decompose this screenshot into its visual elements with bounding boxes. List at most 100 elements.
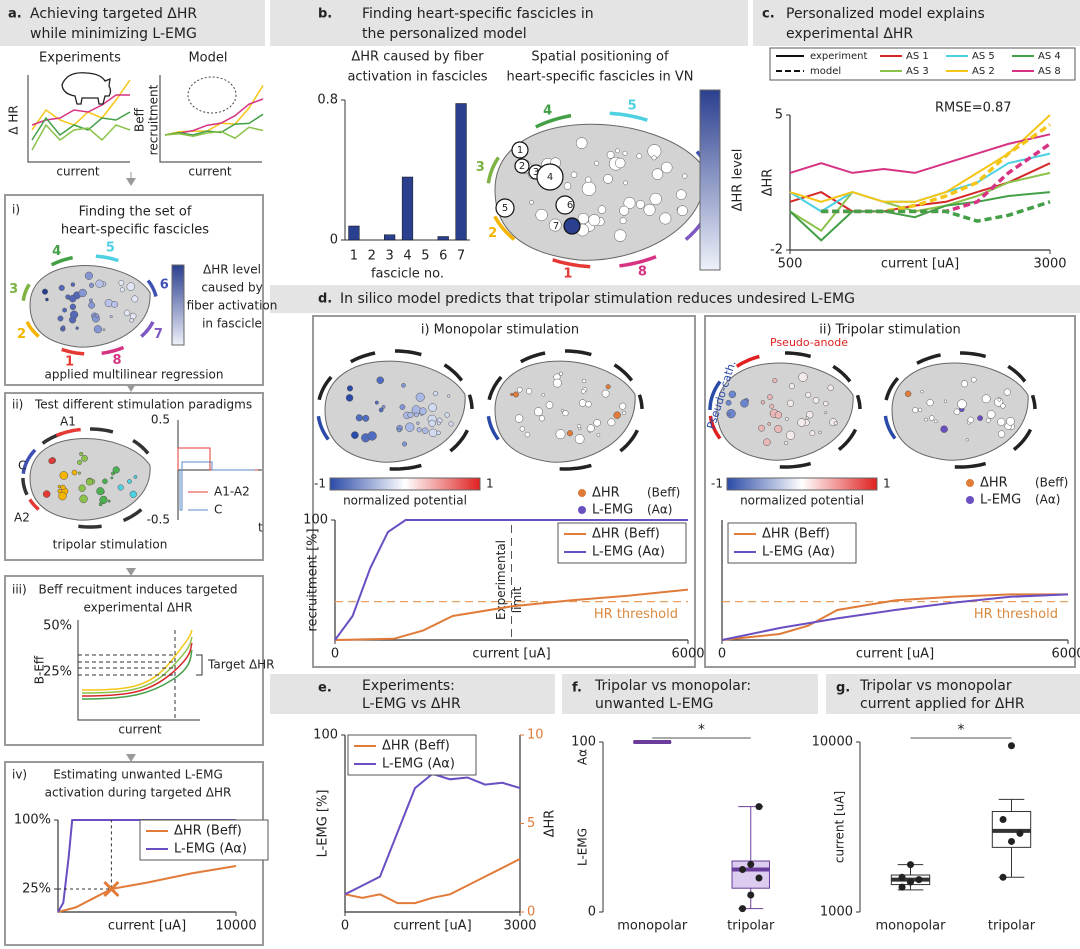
label: Experimental (494, 540, 508, 620)
fascicle (726, 408, 736, 419)
electrode (837, 428, 858, 451)
electrode (350, 351, 376, 364)
label: 4 (543, 104, 552, 119)
fascicle (75, 326, 79, 330)
fascicle (524, 431, 531, 438)
fascicle (119, 287, 125, 293)
panel-title: Personalized model explains (786, 6, 985, 22)
fascicle (677, 205, 688, 217)
electrode (855, 394, 862, 410)
fascicle (57, 315, 64, 322)
panel-title: Achieving targeted ΔHR (30, 6, 197, 22)
fascicle (606, 151, 615, 159)
fascicle (614, 229, 627, 242)
fascicle (774, 424, 783, 433)
fascicle (78, 484, 86, 492)
model-icon (187, 76, 237, 114)
pulse-a1a2 (177, 447, 258, 471)
fascicle (912, 407, 919, 414)
point (747, 891, 755, 899)
label: Δ HR (7, 105, 21, 134)
y-tick-label: 100 (313, 728, 338, 743)
label: ii) (12, 398, 23, 412)
fascicle (660, 161, 673, 174)
legend-label: AS 1 (906, 51, 929, 62)
label: Spatial positioning of (531, 50, 669, 65)
electrode (316, 415, 330, 441)
label: L-EMG (592, 503, 633, 518)
label: 4 (52, 244, 61, 259)
fascicle (107, 499, 111, 503)
point (999, 816, 1007, 824)
label: 3 (9, 282, 18, 297)
label: i) (12, 203, 20, 217)
fascicle (971, 377, 977, 383)
fascicle (986, 410, 996, 419)
y-tick-label: -2 (770, 243, 783, 258)
electrode (883, 415, 897, 440)
label: 25% (43, 665, 72, 680)
fascicle (79, 451, 84, 457)
electrode (708, 415, 722, 440)
label: * (698, 722, 705, 738)
label: 5 (106, 241, 115, 256)
label: current (188, 165, 232, 179)
fascicle (401, 441, 408, 447)
y-tick-label: 1000 (820, 905, 853, 920)
fascicle-numbered (563, 217, 581, 235)
fascicle (574, 434, 585, 444)
fascicle (586, 424, 595, 433)
fascicle (345, 394, 354, 402)
fascicle (985, 418, 991, 423)
label: -0.5 (147, 513, 170, 527)
x-tick-label: 6 (439, 249, 447, 264)
y-axis-label: L-EMG (576, 828, 590, 866)
panel-label: e. (318, 681, 332, 696)
fascicle (62, 307, 68, 313)
fascicle (1000, 403, 1006, 409)
point (1016, 829, 1024, 837)
y2-tick-label: 10 (527, 728, 544, 743)
fascicle-numbered (536, 163, 564, 191)
fascicle (88, 298, 93, 303)
fascicle (675, 189, 687, 200)
legend-label: AS 5 (972, 51, 995, 62)
fascicle (1006, 417, 1015, 426)
fascicle (785, 430, 796, 440)
fascicle-numbered (514, 158, 530, 174)
fascicle (407, 411, 414, 418)
fascicle (111, 471, 115, 476)
series-line (821, 123, 1052, 214)
bar (348, 225, 360, 241)
fascicle (81, 455, 88, 462)
fascicle (396, 427, 402, 433)
fascicle (597, 205, 607, 214)
series-line (334, 588, 689, 641)
fascicle (622, 150, 628, 156)
electrode (619, 429, 639, 453)
fascicle (61, 325, 66, 330)
label: recruitment (147, 84, 161, 155)
fascicle (918, 407, 923, 412)
fascicle (588, 214, 601, 227)
schematic-line (81, 629, 193, 691)
x-axis-label: fascicle no. (371, 267, 444, 282)
fascicle (401, 383, 406, 388)
legend-dot (966, 496, 974, 504)
fascicle (651, 155, 657, 161)
point (915, 876, 923, 884)
nerve (716, 362, 854, 461)
fascicle (593, 419, 601, 427)
fascicle (615, 148, 620, 154)
label: (Beff) (647, 486, 680, 500)
electrode (609, 111, 648, 122)
fascicle (929, 415, 935, 421)
label: experimental ΔHR (84, 601, 193, 615)
schematic-axes (77, 620, 200, 721)
fascicle (131, 295, 139, 303)
fascicle (102, 478, 108, 485)
y-tick-label: 100 (571, 735, 596, 750)
fascicle (432, 390, 439, 397)
legend-box (347, 734, 477, 776)
panel-label: b. (318, 7, 332, 22)
